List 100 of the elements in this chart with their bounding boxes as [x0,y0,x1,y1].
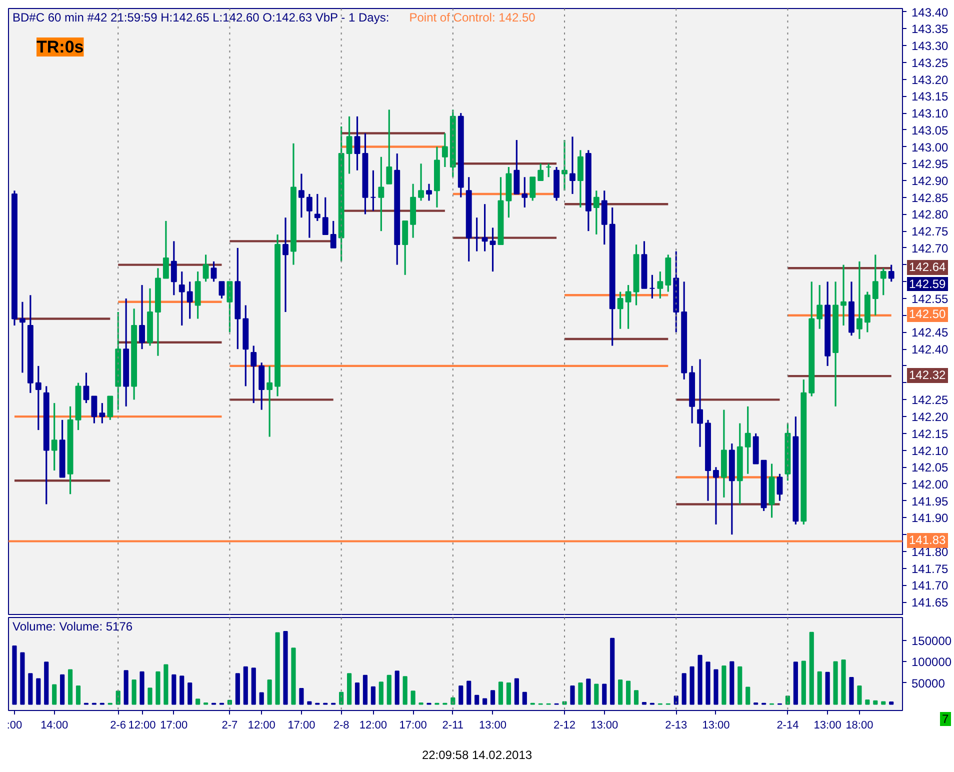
candlestick [442,132,448,168]
x-tick-label: 2-7 [222,720,238,732]
y-tick-label: 141.70 [912,578,949,593]
candlestick [697,358,703,448]
y-tick-label: 143.05 [912,123,949,138]
y-tick-label: 142.20 [912,410,949,424]
candlestick [418,162,424,202]
y-tick-label: 141.90 [912,511,949,526]
bar [474,694,480,705]
bar [116,690,120,705]
bar [180,676,184,705]
bar [28,673,33,705]
bar [498,682,504,705]
candlestick [346,116,352,175]
bar [68,669,73,705]
x-tick-label: :00 [6,720,22,732]
candlestick [888,264,894,282]
bar [20,652,25,705]
ref-line-label: 141.83 [907,533,948,548]
x-tick-label: 13:00 [590,720,618,732]
x-tick-label: 2-8 [333,720,350,732]
candlestick [139,284,145,350]
candlestick [657,270,664,300]
candlestick [712,466,719,526]
series-label: 142.64 [907,260,948,276]
y-tick-label: 142.05 [912,460,949,475]
bar [506,682,512,705]
bar [610,638,615,705]
bar [514,678,519,705]
bar [889,702,894,705]
bar [730,661,734,705]
bar [283,631,288,705]
candlestick [776,473,783,502]
candlestick [370,170,376,212]
chart-title: BD#C 60 min #42 21:59:59 H:142.65 L:142.60 O:142.63 VbP - 1 Days: [12,10,390,24]
y-tick-label: 141.65 [912,596,949,610]
bar [746,686,750,705]
bar [801,660,806,705]
candlestick [625,284,632,330]
y-tick-label: 143.15 [912,90,949,104]
bar [259,692,264,705]
bar [307,701,312,705]
bar [706,662,710,705]
y-tick-label: 142.85 [912,190,949,205]
bar [714,669,718,705]
bar [458,685,464,705]
candlestick [490,226,496,272]
bar [849,676,854,705]
candlestick [744,406,751,475]
bar [394,670,400,705]
x-tick-label: 2-11 [442,720,464,732]
bar [267,680,272,705]
bar [156,671,160,705]
y-tick-label: 142.40 [912,342,949,357]
candlestick [83,372,90,404]
bar [299,688,304,705]
x-tick-label: 12:00 [359,720,387,732]
bar [833,661,838,705]
candlestick [577,149,584,208]
bar [578,682,583,705]
bar [60,674,65,705]
y-tick-label: 143.25 [912,56,949,70]
chart-title: Volume: Volume: 5176 [12,620,133,634]
y-tick-label: 142.15 [912,426,949,441]
bar [634,690,639,705]
y-tick-label: 143.30 [912,39,949,54]
x-tick-label: 14:00 [40,720,68,732]
bar [291,648,296,705]
y-tick-label: 142.25 [912,393,949,408]
y-tick-label: 142.90 [912,174,949,188]
bar [698,654,702,705]
x-tick-label: 12:00 [248,720,276,732]
bar [482,698,488,705]
x-tick-label: 2-13 [665,720,688,732]
candlestick [194,270,201,320]
bar [586,678,591,705]
bar [76,685,81,705]
x-tick-label: 2-12 [554,720,576,732]
candlestick [538,162,544,182]
x-tick-label: 12:00 [128,720,156,732]
x-tick-label: 13:00 [479,720,507,732]
y-tick-label: 142.95 [912,157,949,172]
candlestick [107,396,114,421]
y-tick-label: 141.95 [912,494,949,508]
bar [354,682,360,705]
bar [12,645,17,705]
candlestick [474,216,480,252]
bar [402,676,408,705]
bar [378,682,384,705]
candlestick [202,254,209,282]
x-tick-label: 18:00 [846,720,874,732]
y-tick-label: 142.10 [912,444,949,458]
candlestick [482,203,488,252]
bar [251,668,256,705]
bar [522,692,527,705]
y-tick-label: 143.10 [912,106,949,121]
bar [570,685,575,705]
bar [450,697,456,705]
candlestick [51,402,58,472]
bar [490,690,496,705]
